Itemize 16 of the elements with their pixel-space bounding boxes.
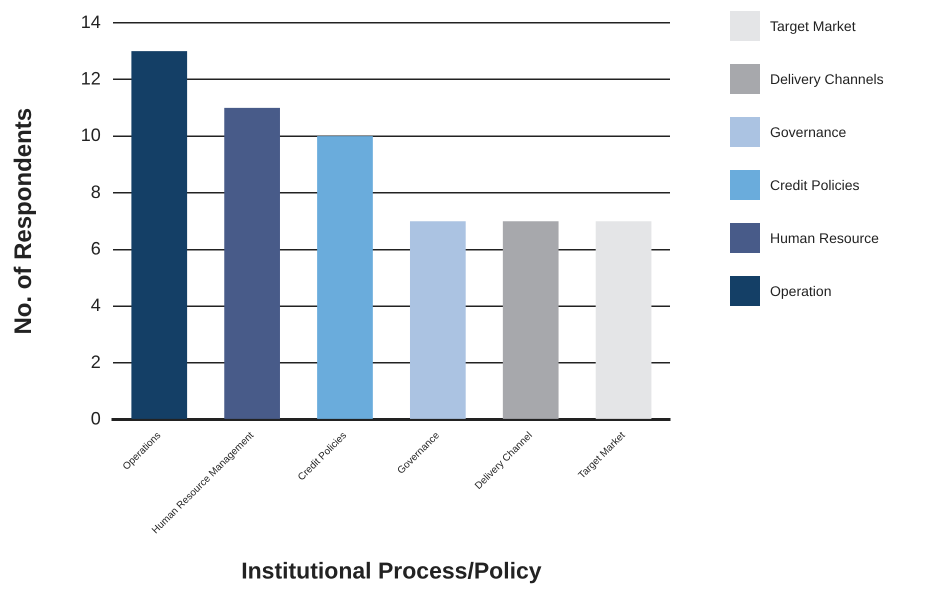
legend-label: Operation (770, 283, 832, 299)
y-tick-label: 0 (90, 408, 101, 429)
y-tick-label: 8 (90, 182, 101, 202)
y-tick-label: 6 (90, 238, 101, 259)
legend-label: Human Resource (770, 230, 879, 246)
y-tick-label: 12 (80, 68, 101, 88)
legend-label: Governance (770, 124, 846, 140)
legend-label: Delivery Channels (770, 71, 884, 87)
legend-label: Credit Policies (770, 177, 860, 193)
x-axis-title: Institutional Process/Policy (241, 558, 542, 584)
y-tick-label: 14 (80, 12, 101, 32)
y-tick-label: 10 (80, 125, 101, 146)
y-tick-label: 4 (90, 295, 101, 316)
y-axis-title: No. of Respondents (10, 108, 38, 335)
legend-label: Target Market (770, 18, 856, 34)
y-tick-label: 2 (90, 352, 101, 372)
